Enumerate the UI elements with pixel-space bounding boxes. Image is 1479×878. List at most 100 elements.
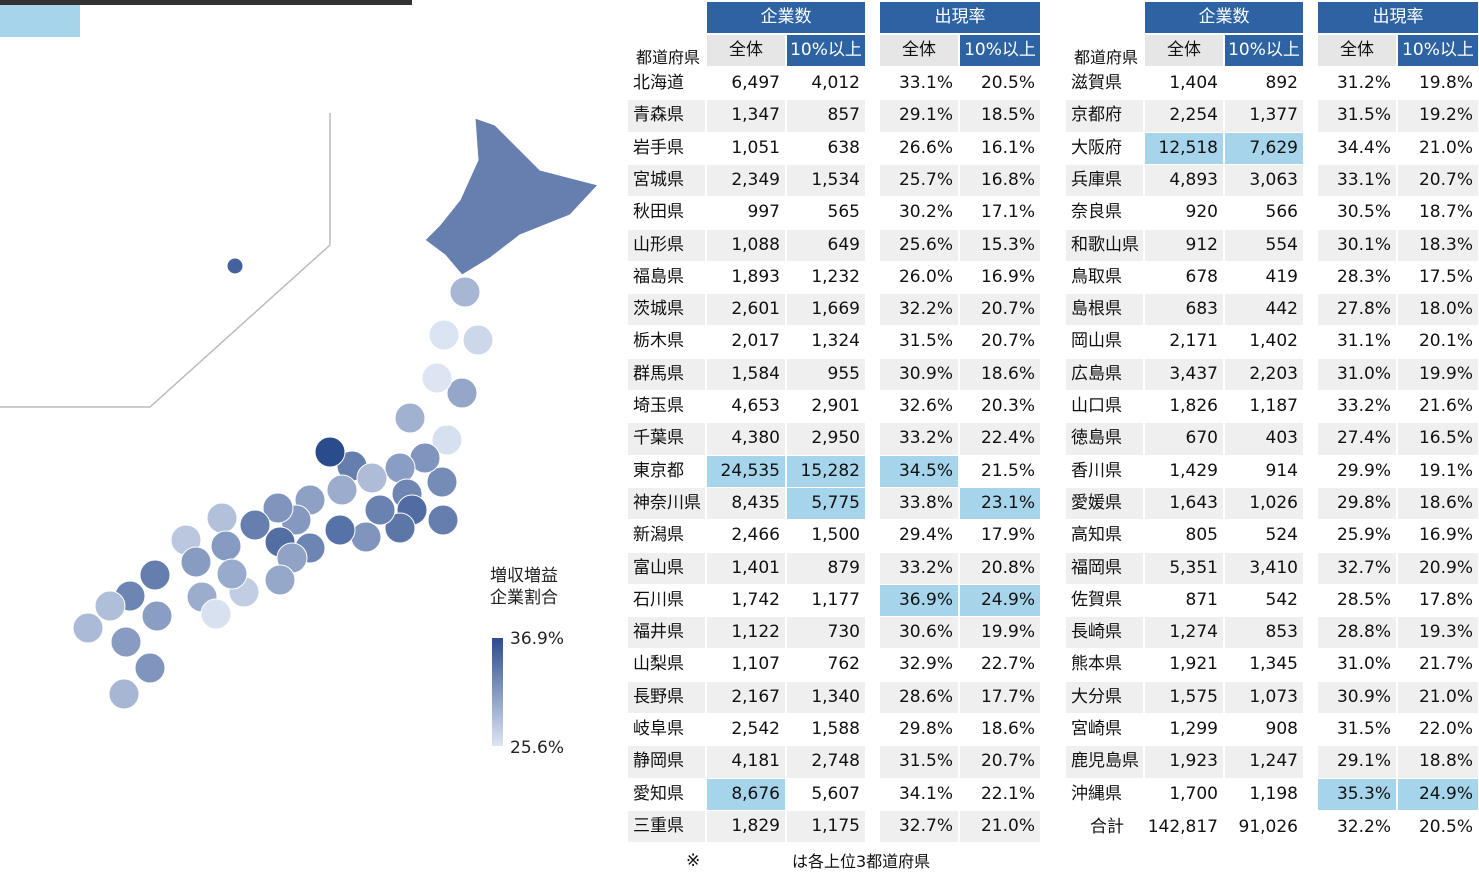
name-cell: 石川県 (633, 589, 684, 610)
number-cell: 16.9% (1418, 525, 1473, 546)
number-cell: 20.7% (1398, 164, 1478, 197)
number-cell: 19.9% (1398, 358, 1478, 390)
number-cell: 3,437 (1145, 358, 1223, 390)
number-cell: 1,175 (787, 810, 865, 843)
name-cell: 福島県 (633, 266, 684, 287)
number-cell: 4,380 (707, 423, 785, 455)
number-cell: 18.8% (1398, 746, 1478, 778)
name-cell: 福井県 (628, 617, 705, 649)
name-cell: 千葉県 (628, 423, 705, 455)
number-cell: 17.1% (980, 202, 1035, 223)
number-cell: 1,274 (1145, 617, 1223, 649)
number-cell: 908 (1265, 719, 1298, 739)
number-cell: 20.5% (1418, 816, 1473, 837)
name-cell: 埼玉県 (633, 396, 684, 416)
group-header: 企業数 (707, 2, 865, 33)
name-cell: 北海道 (633, 73, 684, 93)
number-cell: 1,588 (811, 719, 860, 739)
number-cell: 18.6% (1398, 487, 1478, 520)
number-cell: 22.0% (1418, 719, 1473, 739)
number-cell: 19.9% (960, 617, 1040, 649)
number-cell: 31.5% (898, 331, 953, 352)
name-cell: 滋賀県 (1071, 73, 1122, 93)
number-cell: 24,535 (707, 455, 785, 487)
number-cell: 1,643 (1145, 487, 1223, 520)
number-cell: 1,500 (811, 525, 860, 546)
prefecture (134, 652, 166, 684)
group-header: 出現率 (880, 2, 1040, 33)
number-cell: 20.3% (980, 396, 1035, 416)
number-cell: 24.9% (960, 584, 1040, 617)
number-cell: 566 (1265, 202, 1298, 223)
sub-header: 10%以上 (1225, 35, 1303, 66)
prefecture (424, 117, 599, 276)
sub-header: 全体 (880, 35, 958, 66)
prefecture (394, 402, 426, 434)
number-cell: 19.3% (1398, 617, 1478, 649)
number-cell: 30.9% (880, 358, 958, 390)
number-cell: 18.5% (960, 100, 1040, 132)
number-cell: 32.7% (1318, 552, 1396, 584)
number-cell: 31.0% (1318, 358, 1396, 390)
number-cell: 4,012 (811, 73, 860, 93)
name-cell: 東京都 (633, 460, 684, 481)
name-cell: 奈良県 (1071, 202, 1122, 223)
number-cell: 31.2% (1336, 73, 1391, 93)
number-cell: 3,063 (1225, 164, 1303, 197)
name-cell: 長野県 (628, 681, 705, 713)
legend-min: 25.6% (510, 738, 564, 758)
number-cell: 19.8% (1418, 73, 1473, 93)
number-cell: 25.9% (1336, 525, 1391, 546)
number-cell: 1,177 (811, 589, 860, 610)
number-cell: 920 (1185, 202, 1218, 223)
number-cell: 1,429 (1169, 460, 1218, 481)
prefecture (446, 377, 478, 409)
name-cell: 岩手県 (633, 137, 684, 158)
number-cell: 19.2% (1398, 100, 1478, 132)
name-cell: 青森県 (628, 100, 705, 132)
prefecture (427, 504, 459, 536)
number-cell: 16.5% (1398, 423, 1478, 455)
number-cell: 2,601 (707, 294, 785, 326)
number-cell: 26.6% (898, 137, 953, 158)
name-cell: 鹿児島県 (1066, 746, 1143, 778)
prefecture (94, 590, 126, 622)
number-cell: 5,351 (1145, 552, 1223, 584)
number-cell: 1,669 (787, 294, 865, 326)
prefecture (210, 530, 242, 562)
number-cell: 892 (1265, 73, 1298, 93)
name-cell: 合計 (1090, 816, 1124, 837)
number-cell: 403 (1225, 423, 1303, 455)
prefecture (216, 558, 248, 590)
name-cell: 熊本県 (1071, 654, 1122, 675)
name-cell: 栃木県 (633, 331, 684, 352)
legend-bar (492, 638, 503, 746)
prefecture (226, 257, 244, 275)
name-cell: 宮崎県 (1071, 719, 1122, 739)
number-cell: 1,921 (1169, 654, 1218, 675)
number-cell: 4,181 (707, 746, 785, 778)
number-cell: 2,254 (1145, 100, 1223, 132)
number-cell: 1,026 (1225, 487, 1303, 520)
number-cell: 4,653 (731, 396, 780, 416)
number-cell: 20.9% (1398, 552, 1478, 584)
number-cell: 20.7% (960, 746, 1040, 778)
number-cell: 20.7% (960, 294, 1040, 326)
number-cell: 22.4% (960, 423, 1040, 455)
number-cell: 1,829 (707, 810, 785, 843)
number-cell: 17.7% (960, 681, 1040, 713)
name-cell: 山口県 (1071, 396, 1122, 416)
number-cell: 1,107 (731, 654, 780, 675)
name-cell: 秋田県 (633, 202, 684, 223)
number-cell: 2,017 (731, 331, 780, 352)
number-cell: 1,198 (1249, 783, 1298, 804)
number-cell: 18.0% (1398, 294, 1478, 326)
number-cell: 35.3% (1318, 778, 1396, 810)
number-cell: 21.7% (1418, 654, 1473, 675)
name-cell: 富山県 (628, 552, 705, 584)
name-cell: 香川県 (1071, 460, 1122, 481)
number-cell: 33.1% (898, 73, 953, 93)
name-cell: 茨城県 (628, 294, 705, 326)
number-cell: 18.6% (980, 719, 1035, 739)
number-cell: 25.6% (880, 229, 958, 261)
